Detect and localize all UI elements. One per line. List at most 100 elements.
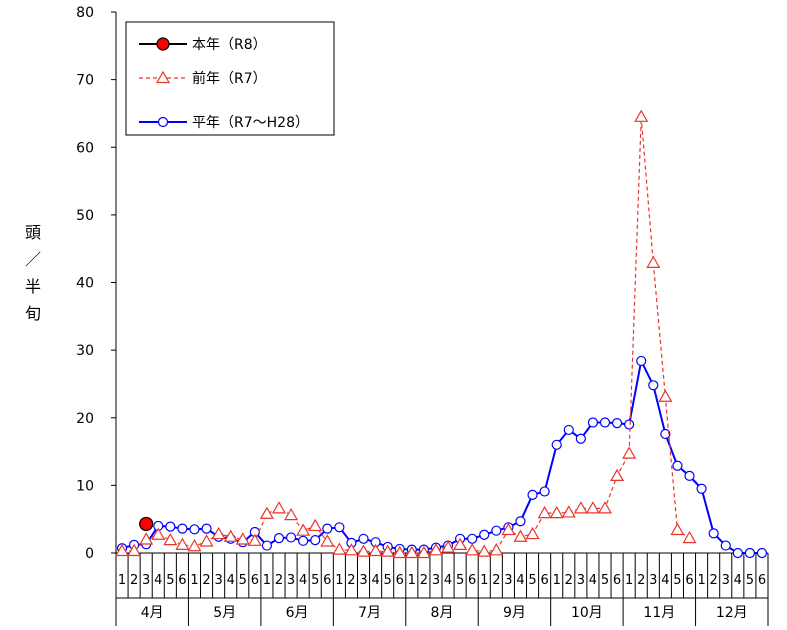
series-line bbox=[121, 357, 762, 554]
series-line bbox=[122, 116, 690, 554]
data-point bbox=[368, 543, 383, 557]
x-tick-label: 1 bbox=[553, 573, 561, 588]
legend-label: 本年（R8） bbox=[192, 37, 267, 53]
month-label: 4月 bbox=[141, 605, 164, 621]
x-tick-label: 1 bbox=[697, 573, 705, 588]
data-point bbox=[515, 516, 526, 527]
data-point bbox=[127, 543, 142, 557]
y-tick-label: 80 bbox=[76, 5, 94, 21]
data-point bbox=[720, 540, 731, 551]
x-tick-label: 1 bbox=[335, 573, 343, 588]
data-point bbox=[575, 433, 586, 444]
data-point bbox=[527, 489, 538, 500]
y-tick-label: 20 bbox=[76, 411, 94, 427]
x-tick-label: 4 bbox=[516, 573, 524, 588]
month-label: 9月 bbox=[503, 605, 526, 621]
data-point bbox=[611, 418, 623, 429]
data-point bbox=[501, 522, 516, 536]
x-tick-label: 6 bbox=[323, 573, 331, 588]
x-tick-label: 2 bbox=[347, 573, 355, 588]
x-tick-label: 2 bbox=[130, 573, 138, 588]
x-tick-label: 4 bbox=[734, 573, 742, 588]
y-tick-label: 10 bbox=[76, 478, 94, 494]
data-point bbox=[684, 470, 695, 482]
x-tick-label: 6 bbox=[613, 573, 621, 588]
data-point bbox=[334, 522, 345, 533]
x-tick-label: 3 bbox=[359, 573, 367, 588]
data-point bbox=[756, 547, 768, 559]
y-tick-label: 60 bbox=[76, 140, 94, 156]
data-point bbox=[744, 547, 755, 559]
x-tick-label: 4 bbox=[589, 573, 597, 588]
x-tick-label: 6 bbox=[468, 573, 476, 588]
month-label: 12月 bbox=[716, 605, 748, 621]
data-point bbox=[646, 255, 661, 268]
data-point bbox=[624, 419, 635, 430]
data-point bbox=[539, 486, 550, 497]
data-point bbox=[465, 543, 480, 556]
data-point bbox=[660, 428, 671, 440]
data-point bbox=[597, 501, 613, 514]
data-point bbox=[563, 424, 574, 436]
x-tick-label: 4 bbox=[661, 573, 669, 588]
data-point bbox=[247, 533, 262, 546]
data-point bbox=[670, 522, 685, 536]
data-point bbox=[441, 540, 456, 553]
month-label: 6月 bbox=[286, 605, 309, 621]
data-point bbox=[513, 529, 528, 542]
x-tick-label: 1 bbox=[118, 573, 126, 588]
y-axis-label: 旬 bbox=[25, 304, 41, 323]
data-point bbox=[187, 539, 202, 552]
x-tick-label: 6 bbox=[396, 573, 404, 588]
data-point bbox=[525, 526, 540, 540]
x-tick-label: 2 bbox=[637, 573, 645, 588]
data-point bbox=[636, 355, 647, 367]
x-tick-label: 4 bbox=[154, 573, 162, 588]
legend-marker bbox=[156, 37, 170, 51]
data-point bbox=[261, 540, 273, 551]
data-point bbox=[308, 518, 323, 532]
legend-marker bbox=[155, 70, 171, 84]
x-tick-label: 6 bbox=[540, 573, 548, 588]
x-tick-label: 6 bbox=[178, 573, 186, 588]
data-point bbox=[271, 501, 287, 514]
x-tick-label: 1 bbox=[190, 573, 198, 588]
y-axis-label: ／ bbox=[25, 250, 41, 269]
x-tick-label: 3 bbox=[649, 573, 657, 588]
legend-marker bbox=[157, 116, 169, 128]
data-point bbox=[322, 523, 333, 534]
x-tick-label: 3 bbox=[577, 573, 585, 588]
month-label: 10月 bbox=[571, 605, 603, 621]
x-tick-label: 2 bbox=[202, 573, 210, 588]
data-point bbox=[356, 544, 371, 557]
x-tick-label: 5 bbox=[456, 573, 464, 588]
x-tick-label: 5 bbox=[311, 573, 319, 588]
series-0 bbox=[139, 516, 154, 532]
data-point bbox=[139, 516, 154, 532]
x-tick-label: 1 bbox=[625, 573, 633, 588]
x-tick-label: 1 bbox=[263, 573, 271, 588]
x-tick-label: 5 bbox=[166, 573, 174, 588]
data-point bbox=[151, 527, 166, 540]
data-point bbox=[428, 543, 443, 556]
data-point bbox=[211, 526, 226, 540]
data-point bbox=[344, 543, 359, 556]
month-label: 7月 bbox=[358, 605, 381, 621]
data-point bbox=[477, 544, 492, 557]
data-point bbox=[610, 468, 625, 482]
x-tick-label: 3 bbox=[504, 573, 512, 588]
y-axis-label: 頭 bbox=[25, 223, 41, 242]
x-tick-label: 5 bbox=[746, 573, 754, 588]
x-tick-label: 6 bbox=[758, 573, 766, 588]
x-tick-label: 2 bbox=[492, 573, 500, 588]
x-tick-label: 2 bbox=[275, 573, 283, 588]
x-tick-label: 1 bbox=[480, 573, 488, 588]
x-tick-label: 5 bbox=[673, 573, 681, 588]
data-point bbox=[320, 534, 335, 547]
data-point bbox=[296, 523, 311, 536]
x-tick-label: 5 bbox=[239, 573, 247, 588]
data-point bbox=[672, 460, 683, 471]
x-tick-label: 3 bbox=[722, 573, 730, 588]
data-point bbox=[380, 544, 395, 557]
